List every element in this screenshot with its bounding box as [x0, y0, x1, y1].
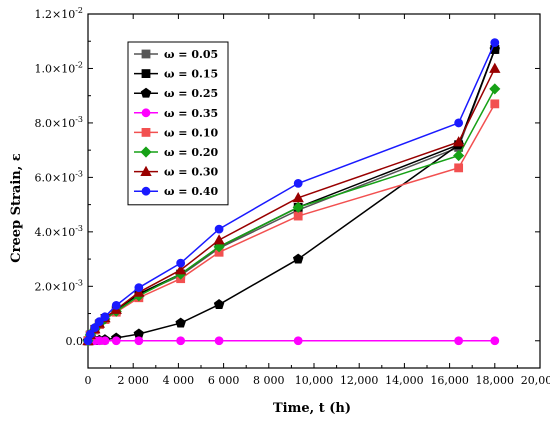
x-tick-label: 16,000 — [430, 374, 469, 387]
data-point — [176, 336, 186, 346]
legend-label: ω = 0.05 — [164, 48, 218, 61]
legend-label: ω = 0.10 — [164, 126, 218, 139]
legend-item: ω = 0.05 — [134, 48, 218, 61]
data-point — [489, 83, 501, 95]
x-tick-label: 2 000 — [117, 374, 149, 387]
data-point — [292, 201, 304, 213]
legend: ω = 0.05 ω = 0.15 ω = 0.25 ω = 0.35 ω = 0.10… — [127, 41, 229, 206]
legend-item: ω = 0.35 — [134, 107, 218, 120]
data-point — [213, 234, 225, 245]
data-point — [175, 317, 186, 328]
data-point — [111, 336, 121, 346]
legend-item: ω = 0.15 — [134, 68, 218, 81]
x-axis-ticks: 0 2 000 4 000 6 000 8 000 10,000 12,000 14,000 1… — [85, 14, 550, 387]
data-point — [214, 336, 224, 346]
data-point — [100, 312, 110, 322]
x-tick-label: 12,000 — [340, 374, 379, 387]
x-tick-label: 20,000 — [521, 374, 550, 387]
legend-label: ω = 0.35 — [164, 107, 218, 120]
series-7 — [83, 38, 500, 346]
data-point — [490, 38, 500, 47]
data-point — [213, 299, 225, 310]
series-3 — [83, 336, 500, 346]
data-point — [293, 178, 303, 188]
x-axis-title: Time, t (h) — [273, 401, 351, 416]
legend-marker — [140, 146, 152, 158]
x-tick-label: 14,000 — [385, 374, 424, 387]
legend-marker — [140, 165, 152, 177]
data-point — [293, 336, 303, 346]
x-tick-label: 10,000 — [295, 374, 334, 387]
data-point — [454, 163, 464, 173]
y-tick-label: 1.0×10-2 — [34, 60, 83, 75]
data-point — [134, 336, 144, 346]
legend-marker — [141, 186, 151, 196]
y-tick-label: 4.0×10-3 — [34, 224, 83, 239]
data-point — [293, 211, 303, 221]
y-tick-label: 0.0 — [66, 335, 84, 348]
y-axis-title: Creep Strain, ε — [9, 153, 24, 262]
data-point — [85, 329, 95, 339]
data-point — [490, 336, 500, 346]
y-axis-ticks: 0.0 2.0×10-3 4.0×10-3 6.0×10-3 8.0×10-3 1.0×1… — [34, 6, 540, 369]
y-tick-label: 6.0×10-3 — [34, 169, 83, 184]
legend-item: ω = 0.25 — [134, 87, 218, 100]
legend-marker — [141, 69, 151, 78]
data-point — [292, 191, 304, 203]
data-point — [490, 99, 500, 109]
data-point — [292, 253, 304, 264]
data-point — [176, 258, 186, 268]
y-tick-label: 1.2×10-2 — [34, 6, 83, 21]
y-tick-label: 2.0×10-3 — [34, 278, 83, 293]
x-tick-label: 4 000 — [163, 374, 195, 387]
legend-label: ω = 0.15 — [164, 68, 218, 81]
legend-marker — [140, 87, 152, 98]
x-tick-label: 18,000 — [476, 374, 515, 387]
legend-label: ω = 0.25 — [164, 87, 218, 100]
data-point — [453, 150, 465, 162]
data-point — [454, 118, 464, 128]
legend-item: ω = 0.10 — [134, 126, 218, 139]
x-tick-label: 6 000 — [208, 374, 240, 387]
data-point — [454, 336, 464, 346]
x-tick-label: 8 000 — [253, 374, 285, 387]
legend-item: ω = 0.40 — [134, 185, 218, 198]
data-point — [214, 224, 224, 234]
legend-marker — [141, 108, 151, 118]
legend-label: ω = 0.20 — [164, 146, 218, 159]
data-point — [452, 136, 465, 147]
y-tick-label: 8.0×10-3 — [34, 115, 83, 130]
data-point — [174, 264, 187, 275]
data-point — [94, 317, 104, 327]
legend-item: ω = 0.20 — [134, 146, 218, 159]
legend-label: ω = 0.40 — [164, 185, 218, 198]
data-point — [100, 336, 110, 346]
legend-item: ω = 0.30 — [134, 166, 218, 179]
x-tick-label: 0 — [85, 374, 92, 387]
series-layer — [82, 38, 501, 347]
data-point — [489, 62, 501, 73]
data-point — [90, 323, 100, 333]
legend-marker — [141, 127, 151, 137]
legend-label: ω = 0.30 — [164, 166, 218, 179]
data-point — [111, 300, 121, 310]
data-point — [134, 283, 144, 293]
legend-box — [127, 41, 229, 206]
legend-marker — [141, 49, 151, 59]
